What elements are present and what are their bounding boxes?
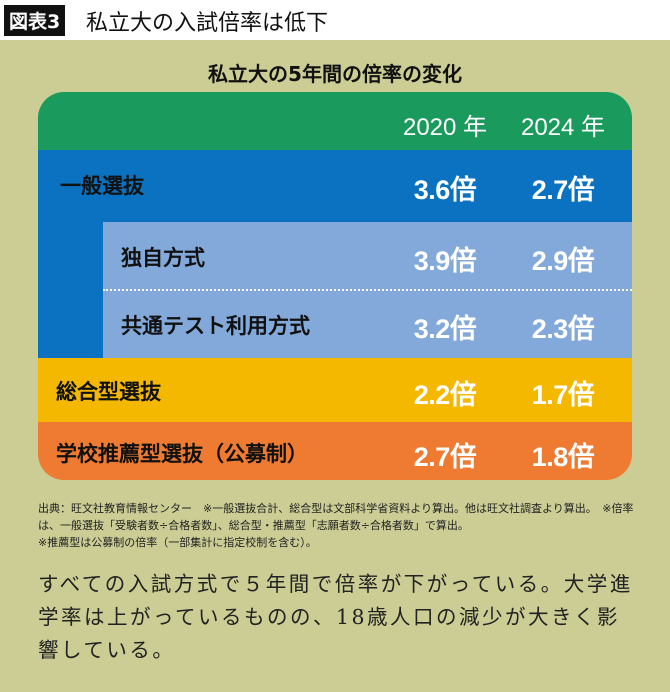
header-row: 2020 年 2024 年 (38, 92, 632, 150)
separator (103, 289, 632, 291)
cell: 2.9倍 (531, 246, 595, 276)
figure-title: 私立大の入試倍率は低下 (86, 11, 329, 36)
note: 出典：旺文社教育情報センター ※一般選抜合計、総合型は文部科学省資料より算出。他… (38, 502, 634, 532)
cell: 2.2倍 (413, 380, 477, 410)
cell: 2.3倍 (531, 314, 595, 344)
row-label: 共通テスト利用方式 (121, 314, 310, 338)
table: 2020 年 2024 年 一般選抜 3.6倍 2.7倍 独自方式 3.9倍 2… (38, 92, 632, 480)
cell: 2.7倍 (531, 175, 595, 205)
cell: 3.9倍 (413, 246, 477, 276)
cell: 3.2倍 (413, 314, 477, 344)
cell: 2.7倍 (413, 442, 477, 472)
table-title: 私立大の5年間の倍率の変化 (208, 62, 462, 86)
row: 学校推薦型選抜（公募制） 2.7倍 1.8倍 (38, 422, 632, 480)
sub-rows: 独自方式 3.9倍 2.9倍 共通テスト利用方式 3.2倍 2.3倍 (103, 222, 632, 358)
cell: 1.8倍 (531, 442, 595, 472)
cell: 3.6倍 (413, 175, 477, 205)
note: ※推薦型は公募制の倍率（一部集計に指定校制を含む）。 (38, 536, 317, 549)
column-header: 2024 年 (520, 114, 606, 141)
cell: 1.7倍 (531, 380, 595, 410)
notes: 出典：旺文社教育情報センター ※一般選抜合計、総合型は文部科学省資料より算出。他… (38, 500, 634, 551)
column-header: 2020 年 (402, 114, 488, 141)
figure-label: 図表3 (4, 5, 66, 36)
body-text: すべての入試方式で５年間で倍率が下がっている。大学進学率は上がっているものの、1… (38, 572, 633, 662)
row-label: 一般選抜 (60, 174, 144, 198)
header-bar (0, 0, 670, 40)
row-label: 学校推薦型選抜（公募制） (56, 442, 308, 466)
row-label: 総合型選抜 (56, 380, 161, 404)
row: 総合型選抜 2.2倍 1.7倍 (38, 358, 632, 422)
row-label: 独自方式 (121, 246, 205, 270)
